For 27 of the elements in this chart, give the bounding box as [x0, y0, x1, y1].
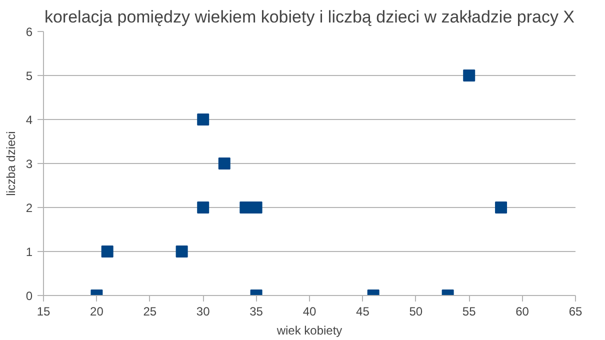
x-tick-label: 50: [409, 304, 423, 318]
x-tick-label: 30: [196, 304, 210, 318]
y-tick-label: 5: [26, 69, 33, 83]
x-tick-label: 65: [568, 304, 582, 318]
y-tick-label: 3: [26, 157, 33, 171]
point: [240, 202, 252, 214]
x-tick-label: 20: [90, 304, 104, 318]
x-tick-label: 45: [356, 304, 370, 318]
y-tick-label: 6: [26, 25, 33, 39]
point: [218, 158, 230, 170]
point: [197, 202, 210, 214]
point: [250, 202, 262, 214]
y-tick-label: 4: [26, 113, 33, 127]
y-tick-label: 0: [26, 289, 33, 303]
y-tick-label: 2: [26, 201, 33, 215]
chart-title: korelacja pomiędzy wiekiem kobiety i liczbą dzieci w zakładzie pracy X: [44, 8, 575, 26]
x-tick-label: 60: [516, 304, 530, 318]
x-tick-label: 15: [36, 304, 50, 318]
x-axis-title: wiek kobiety: [276, 324, 342, 338]
y-tick-label: 1: [26, 245, 33, 259]
point: [495, 202, 508, 214]
x-tick-label: 55: [462, 304, 476, 318]
y-axis-title: liczba dzieci: [4, 131, 18, 196]
x-tick-label: 35: [250, 304, 264, 318]
x-tick-label: 40: [302, 304, 316, 318]
x-tick-label: 25: [143, 304, 157, 318]
point: [197, 114, 210, 126]
